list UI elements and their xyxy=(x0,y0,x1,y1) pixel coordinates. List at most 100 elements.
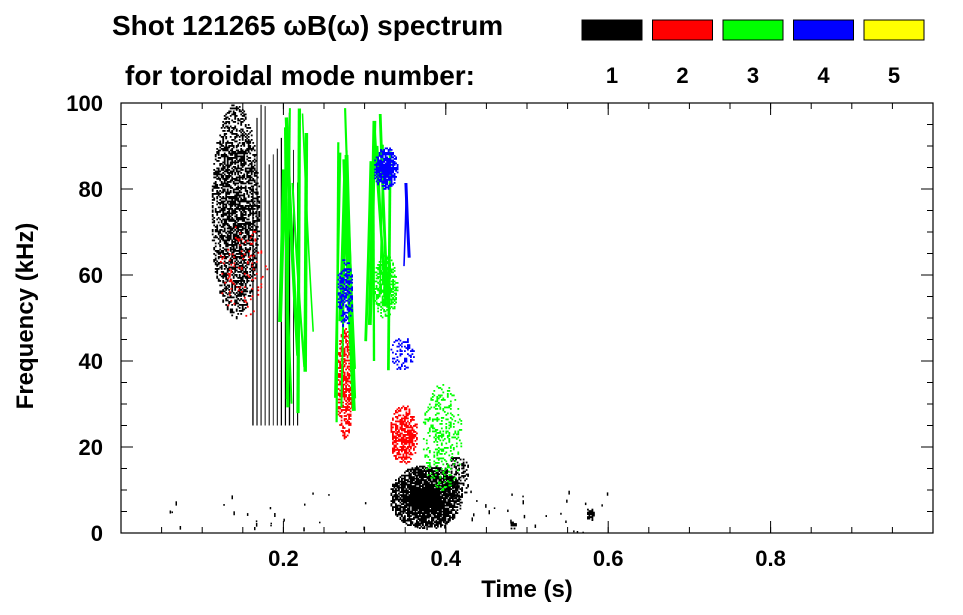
mode-3-pixel xyxy=(378,268,381,271)
mode-1-pixel xyxy=(453,503,456,505)
mode-1-pixel xyxy=(417,489,420,492)
mode-2-pixel xyxy=(410,435,412,438)
mode-3-pixel xyxy=(392,283,394,286)
mode-1-pixel xyxy=(246,275,249,278)
mode-2-pixel xyxy=(408,438,411,441)
mode-1-pixel xyxy=(241,118,244,120)
mode-2-pixel xyxy=(343,412,346,414)
mode-4-pixel xyxy=(374,171,376,174)
mode-1-pixel xyxy=(222,281,225,284)
mode-3-pixel xyxy=(457,432,460,434)
mode-1-pixel xyxy=(222,274,225,276)
mode-2-pixel xyxy=(346,407,349,410)
mode-1-pixel xyxy=(467,466,469,468)
mode-1-pixel xyxy=(225,148,228,150)
mode-1-pixel xyxy=(231,266,234,269)
mode-1-pixel xyxy=(438,500,441,502)
mode-1-pixel xyxy=(244,286,247,288)
mode-3-pixel xyxy=(393,280,396,283)
mode-1-pixel xyxy=(423,494,426,496)
mode-1-pixel xyxy=(222,250,225,252)
mode-1-pixel xyxy=(232,188,235,191)
mode-3-pixel xyxy=(428,459,431,461)
mode-1-pixel xyxy=(232,169,235,171)
mode-1-pixel xyxy=(244,275,247,278)
mode-4-pixel xyxy=(378,165,381,168)
mode-2-pixel xyxy=(227,277,230,280)
mode-2-pixel xyxy=(339,407,341,410)
mode-1-pixel xyxy=(237,220,240,222)
mode-2-pixel xyxy=(348,353,350,356)
mode-1-pixel xyxy=(229,248,232,251)
mode-1-pixel xyxy=(231,214,234,216)
mode-1-pixel xyxy=(250,206,253,209)
mode-3-pixel xyxy=(381,277,384,280)
mode-1-pixel xyxy=(253,158,256,161)
mode-1-pixel xyxy=(232,145,235,147)
mode-1-pixel xyxy=(237,280,240,282)
mode-1-pixel xyxy=(246,167,249,170)
mode-1-pixel xyxy=(253,257,256,260)
mode-4-pixel xyxy=(386,171,388,174)
mode-4-pixel xyxy=(339,272,341,275)
mode-1-pixel xyxy=(438,494,441,496)
mode-1-pixel xyxy=(223,146,226,149)
mode-3-pixel xyxy=(383,262,385,265)
mode-3-pixel xyxy=(452,463,455,466)
mode-1-pixel xyxy=(410,495,412,498)
mode-2-pixel xyxy=(401,441,403,444)
mode-1-pixel xyxy=(253,191,256,194)
mode-1-pixel xyxy=(243,244,246,246)
mode-2-pixel xyxy=(348,376,350,378)
mode-1-pixel xyxy=(426,470,429,472)
mode-1-pixel xyxy=(419,465,421,468)
mode-1-pixel xyxy=(407,518,409,520)
mode-1-pixel xyxy=(232,178,235,180)
mode-1-pixel xyxy=(232,190,235,192)
mode-1-pixel xyxy=(426,477,429,480)
mode-4-pixel xyxy=(387,176,390,178)
mode-1-pixel xyxy=(452,498,454,501)
mode-1-pixel xyxy=(234,199,237,201)
mode-3-pixel xyxy=(390,289,393,292)
mode-1-pixel xyxy=(255,191,258,194)
mode-3-pixel xyxy=(389,291,391,293)
mode-1-pixel xyxy=(437,525,439,528)
mode-2-pixel xyxy=(339,380,341,383)
mode-2-pixel xyxy=(408,446,411,448)
mode-3-pixel xyxy=(457,469,460,472)
mode-1-pixel xyxy=(220,275,223,278)
mode-1-pixel xyxy=(231,286,234,288)
mode-1-pixel xyxy=(217,233,220,236)
mode-2-pixel xyxy=(348,374,350,377)
mode-1-pixel xyxy=(402,506,405,508)
mode-1-pixel xyxy=(434,467,436,469)
mode-3-pixel xyxy=(428,466,431,469)
mode-1-pixel xyxy=(420,492,423,495)
mode-3-pixel xyxy=(383,289,385,292)
mode-2-pixel xyxy=(348,368,350,371)
mode-3-pixel xyxy=(386,283,388,286)
mode-1-pixel xyxy=(416,512,418,514)
mode-2-pixel xyxy=(261,275,264,278)
mode-1-pixel xyxy=(401,495,403,498)
mode-1-pixel xyxy=(241,163,244,165)
mode-1-pixel xyxy=(462,475,465,477)
mode-1-pixel xyxy=(226,235,229,237)
mode-4-pixel xyxy=(395,176,397,178)
mode-2-pixel xyxy=(346,383,349,386)
mode-4-pixel xyxy=(378,153,381,156)
mode-1-pixel xyxy=(428,504,430,507)
mode-4-pixel xyxy=(375,170,378,172)
mode-1-pixel xyxy=(238,283,241,285)
mode-4-pixel xyxy=(384,171,387,174)
mode-1-scatter-4 xyxy=(169,490,609,533)
mode-1-pixel xyxy=(240,188,243,191)
mode-1-pixel xyxy=(396,504,399,507)
mode-2-pixel xyxy=(257,286,260,289)
mode-1-pixel xyxy=(402,492,405,495)
mode-2-pixel xyxy=(264,265,267,268)
mode-1-pixel xyxy=(225,265,228,267)
mode-1-pixel xyxy=(416,503,418,505)
mode-1-pixel xyxy=(246,229,249,231)
